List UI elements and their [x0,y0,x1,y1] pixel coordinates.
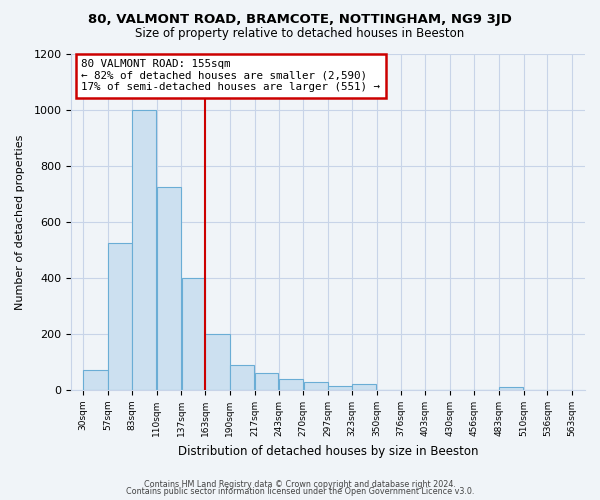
Bar [279,379,303,390]
Y-axis label: Number of detached properties: Number of detached properties [15,134,25,310]
Text: Contains HM Land Registry data © Crown copyright and database right 2024.: Contains HM Land Registry data © Crown c… [144,480,456,489]
Bar [132,110,156,390]
Bar [83,370,107,390]
Bar [304,382,328,390]
Bar [182,278,205,390]
Text: 80 VALMONT ROAD: 155sqm
← 82% of detached houses are smaller (2,590)
17% of semi: 80 VALMONT ROAD: 155sqm ← 82% of detache… [82,59,380,92]
Text: Contains public sector information licensed under the Open Government Licence v3: Contains public sector information licen… [126,488,474,496]
Bar [205,334,230,390]
Text: Size of property relative to detached houses in Beeston: Size of property relative to detached ho… [136,28,464,40]
Bar [499,388,523,390]
X-axis label: Distribution of detached houses by size in Beeston: Distribution of detached houses by size … [178,444,478,458]
Bar [255,374,278,390]
Bar [108,243,131,390]
Bar [157,187,181,390]
Bar [328,386,352,390]
Bar [230,365,254,390]
Bar [352,384,376,390]
Text: 80, VALMONT ROAD, BRAMCOTE, NOTTINGHAM, NG9 3JD: 80, VALMONT ROAD, BRAMCOTE, NOTTINGHAM, … [88,12,512,26]
